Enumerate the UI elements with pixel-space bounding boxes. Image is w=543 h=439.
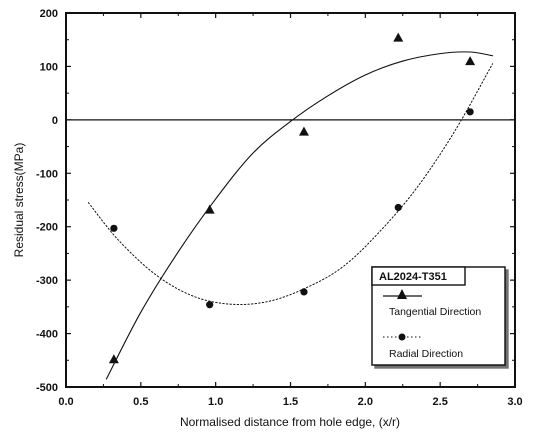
legend-radial-marker [398, 333, 406, 341]
tangential-data-point [393, 32, 404, 42]
legend-radial-label: Radial Direction [389, 348, 463, 360]
radial-data-point [300, 288, 308, 296]
x-tick-label: 2.5 [433, 396, 448, 408]
tangential-data-point [204, 204, 215, 214]
x-tick-label: 2.0 [358, 396, 373, 408]
y-tick-label: 100 [40, 61, 58, 73]
legend-box: AL2024-T351 Tangential Direction Radial … [371, 266, 506, 366]
y-tick-label: -400 [36, 329, 58, 341]
x-tick-label: 0.0 [58, 396, 73, 408]
y-tick-label: -200 [36, 222, 58, 234]
y-tick-label: 0 [52, 115, 58, 127]
radial-data-point [110, 224, 118, 232]
radial-data-point [206, 301, 214, 309]
y-tick-label: -100 [36, 168, 58, 180]
axis-layer: 0.0 0.5 1.0 1.5 2.0 2.5 3.0 200 100 0 -100 -200 -300… [36, 8, 523, 408]
legend-title: AL2024-T351 [379, 271, 447, 283]
y-tick-label: 200 [40, 8, 58, 20]
y-tick-label: -500 [36, 382, 58, 394]
legend-tangential-label: Tangential Direction [389, 306, 481, 318]
marker-layer [108, 32, 476, 364]
tangential-fit-curve [105, 51, 494, 380]
y-tick-label: -300 [36, 275, 58, 287]
x-tick-label: 1.5 [283, 396, 298, 408]
radial-data-point [394, 203, 402, 212]
tangential-data-point [298, 126, 309, 136]
legend-title-box [371, 266, 466, 286]
tangential-data-point [108, 354, 119, 364]
radial-fit-curve [87, 63, 494, 306]
legend-tangential-marker [397, 289, 407, 299]
tangential-data-point [465, 56, 476, 66]
curve-layer [87, 51, 494, 380]
x-tick-label: 1.0 [208, 396, 223, 408]
radial-data-point [466, 108, 474, 116]
x-tick-label: 0.5 [133, 396, 148, 408]
x-axis-label: Normalised distance from hole edge, (x/r… [180, 415, 400, 429]
y-axis-label: Residual stress(MPa) [12, 143, 26, 258]
x-tick-label: 3.0 [507, 396, 522, 408]
